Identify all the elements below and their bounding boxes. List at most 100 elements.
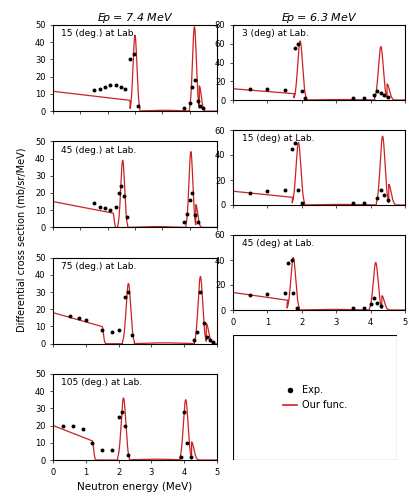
Point <box>285 258 291 266</box>
Title: $E\!p$ = 6.3 MeV: $E\!p$ = 6.3 MeV <box>281 11 357 25</box>
Point <box>299 86 305 94</box>
Point <box>125 288 132 296</box>
Point <box>350 198 357 206</box>
Point <box>186 196 193 204</box>
Point <box>384 196 391 204</box>
Point <box>102 83 108 91</box>
Point <box>107 206 114 214</box>
Point <box>125 451 132 459</box>
Point <box>288 256 295 264</box>
Point <box>381 92 388 100</box>
Point <box>109 446 115 454</box>
Point <box>126 56 133 64</box>
Point <box>381 191 388 199</box>
Point <box>121 192 127 200</box>
Point <box>91 200 97 207</box>
Point <box>115 189 122 197</box>
Point <box>200 319 207 327</box>
Point <box>99 326 106 334</box>
Point <box>350 94 357 102</box>
Point <box>186 98 193 106</box>
Point <box>264 187 271 195</box>
Point <box>184 439 191 447</box>
Point <box>109 328 115 336</box>
Point <box>293 304 300 312</box>
Point <box>207 336 213 344</box>
Text: 45 (deg.) at Lab.: 45 (deg.) at Lab. <box>61 146 137 154</box>
Point <box>184 210 190 218</box>
Point <box>292 44 298 52</box>
Text: Differential cross section (mb/sr/MeV): Differential cross section (mb/sr/MeV) <box>16 148 26 332</box>
Point <box>60 422 66 430</box>
Point <box>181 104 187 112</box>
Point <box>264 290 271 298</box>
Point <box>96 84 103 92</box>
Point <box>91 86 97 94</box>
Point <box>112 82 119 90</box>
Point <box>96 203 103 211</box>
Point <box>189 189 196 197</box>
Point <box>295 186 302 194</box>
Point <box>83 316 89 324</box>
Point <box>118 83 125 91</box>
Point <box>384 93 391 101</box>
Point <box>187 452 194 460</box>
Point <box>181 218 187 226</box>
Point <box>70 422 76 430</box>
Point <box>247 188 254 196</box>
Point <box>112 203 119 211</box>
Text: 45 (deg) at Lab.: 45 (deg) at Lab. <box>242 239 314 248</box>
Legend: Exp., Our func.: Exp., Our func. <box>279 381 351 414</box>
Point <box>135 102 141 110</box>
Text: 3 (deg) at Lab.: 3 (deg) at Lab. <box>242 28 308 38</box>
Point <box>192 212 198 220</box>
Point <box>118 182 125 190</box>
Point <box>378 302 384 310</box>
Point <box>89 439 96 447</box>
Point <box>378 186 384 194</box>
Point <box>102 204 108 212</box>
Point <box>194 218 201 226</box>
Text: 15 (deg.) at Lab.: 15 (deg.) at Lab. <box>61 30 137 38</box>
Point <box>130 50 137 58</box>
Point <box>247 85 254 93</box>
Text: 15 (deg) at Lab.: 15 (deg) at Lab. <box>242 134 314 143</box>
Point <box>210 338 217 346</box>
Point <box>79 425 86 433</box>
Text: Neutron energy (MeV): Neutron energy (MeV) <box>77 482 193 492</box>
Point <box>76 314 83 322</box>
Point <box>189 83 196 91</box>
Point <box>181 408 187 416</box>
Point <box>295 40 302 48</box>
Point <box>122 293 128 301</box>
Point <box>292 138 298 146</box>
Point <box>374 194 381 202</box>
Point <box>178 452 184 460</box>
Point <box>124 213 130 221</box>
Point <box>281 86 288 94</box>
Point <box>192 76 198 84</box>
Point <box>122 422 128 430</box>
Point <box>200 104 207 112</box>
Point <box>122 84 129 92</box>
Point <box>194 328 200 336</box>
Point <box>194 97 201 105</box>
Point <box>371 92 377 100</box>
Title: $E\!p$ = 7.4 MeV: $E\!p$ = 7.4 MeV <box>97 11 173 25</box>
Point <box>66 312 73 320</box>
Point <box>360 94 367 102</box>
Point <box>197 288 204 296</box>
Point <box>115 326 122 334</box>
Point <box>302 94 308 102</box>
Point <box>281 288 288 296</box>
Point <box>247 291 254 299</box>
Point <box>290 288 297 296</box>
Point <box>128 331 135 339</box>
Point <box>99 446 106 454</box>
Point <box>119 408 125 416</box>
Point <box>367 300 374 308</box>
Text: 105 (deg.) at Lab.: 105 (deg.) at Lab. <box>61 378 142 387</box>
Point <box>371 294 377 302</box>
Point <box>115 413 122 421</box>
Point <box>197 102 204 110</box>
